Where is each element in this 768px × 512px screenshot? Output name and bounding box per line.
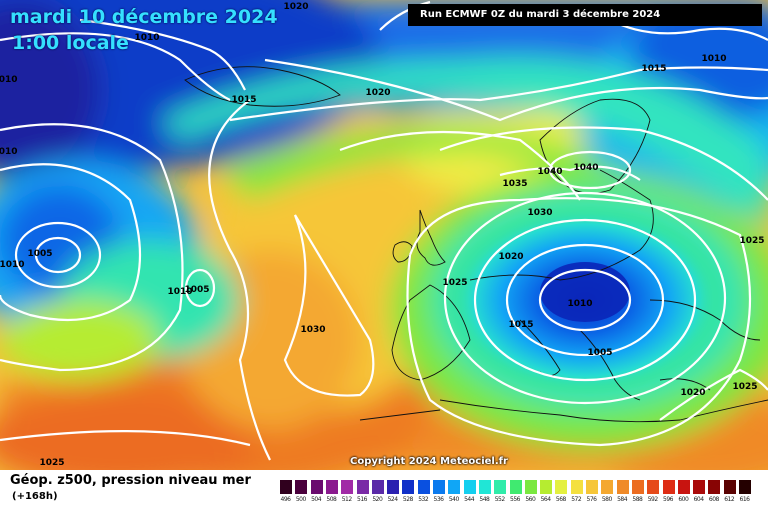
isobar-label: 1010 <box>134 33 160 43</box>
color-scale-tick: 596 <box>663 496 673 503</box>
color-scale-tick: 560 <box>525 496 536 503</box>
isobar-label: 1040 <box>537 167 563 177</box>
isobar-label: 1020 <box>680 388 706 398</box>
color-scale-swatch <box>586 480 598 494</box>
color-scale-swatch <box>631 480 644 494</box>
isobar-label: 1030 <box>527 208 553 218</box>
color-scale-swatch <box>739 480 751 494</box>
isobar-label: 1005 <box>27 249 53 259</box>
legend-title: Géop. z500, pression niveau mer <box>10 473 251 488</box>
color-scale-swatch <box>463 480 476 494</box>
copyright-notice: Copyright 2024 Meteociel.fr <box>350 456 508 467</box>
color-scale-tick: 600 <box>678 496 689 503</box>
isobar-label: 1010 <box>0 260 25 270</box>
color-scale-swatch <box>524 480 537 494</box>
isobar-label: 1020 <box>365 88 391 98</box>
color-scale-tick: 508 <box>326 496 337 503</box>
color-scale-swatch <box>708 480 721 494</box>
isobar-label: 1020 <box>283 2 309 12</box>
isobar-label: 1035 <box>502 179 528 189</box>
color-scale-swatch <box>402 480 415 494</box>
isobar-label: 1010 <box>701 54 727 64</box>
color-scale-swatch <box>509 480 522 494</box>
color-scale-swatch <box>555 480 568 494</box>
isobar-label: 1005 <box>184 285 210 295</box>
color-scale-tick: 528 <box>402 496 413 503</box>
color-scale-swatch <box>371 480 384 494</box>
forecast-map <box>0 0 768 470</box>
model-run-banner: Run ECMWF 0Z du mardi 3 décembre 2024 <box>408 4 762 26</box>
isobar-label: 1005 <box>587 348 613 358</box>
color-scale-swatch <box>387 480 400 494</box>
color-scale-tick: 496 <box>280 496 291 503</box>
isobar-label: 1010 <box>567 299 593 309</box>
color-scale-swatch <box>494 480 507 494</box>
isobar-label: 1015 <box>231 95 257 105</box>
isobar-label: 1025 <box>732 382 758 392</box>
isobar-label: 1015 <box>508 320 534 330</box>
color-scale-swatch <box>677 480 690 494</box>
color-scale-tick: 584 <box>617 496 628 503</box>
color-scale-tick: 612 <box>724 496 735 503</box>
color-scale-tick: 504 <box>311 496 322 503</box>
isobar-label: 1020 <box>498 252 524 262</box>
color-scale-tick: 512 <box>341 496 352 503</box>
color-scale-swatch <box>601 480 614 494</box>
forecast-date: mardi 10 décembre 2024 <box>10 6 278 28</box>
color-scale-swatch <box>616 480 629 494</box>
isobar-label: 1010 <box>167 287 193 297</box>
color-scale-tick: 524 <box>387 496 398 503</box>
color-scale-tick: 576 <box>586 496 597 503</box>
legend-subtitle: (+168h) <box>12 491 58 502</box>
color-scale-tick: 608 <box>708 496 719 503</box>
color-scale-swatch <box>280 480 292 494</box>
color-scale-tick: 532 <box>418 496 429 503</box>
color-scale-swatch <box>540 480 553 494</box>
color-scale-swatch <box>295 480 308 494</box>
isobar-label: 1010 <box>0 75 18 85</box>
isobars <box>0 0 768 461</box>
isobar-label: 1030 <box>300 325 326 335</box>
color-scale-tick: 516 <box>357 496 367 503</box>
color-scale-tick: 564 <box>540 496 551 503</box>
color-scale-swatch <box>723 480 736 494</box>
color-scale-swatch <box>433 480 445 494</box>
isobar-label: 1025 <box>442 278 468 288</box>
color-scale-tick: 500 <box>295 496 306 503</box>
isobar-label: 1040 <box>573 163 599 173</box>
color-scale-tick: 592 <box>647 496 658 503</box>
isobar-label: 1025 <box>39 458 65 468</box>
color-scale-swatch <box>662 480 675 494</box>
color-scale-swatch <box>478 480 491 494</box>
color-scale-swatch <box>325 480 338 494</box>
forecast-time: 1:00 locale <box>12 32 129 54</box>
legend-panel: Géop. z500, pression niveau mer (+168h) … <box>0 470 768 512</box>
color-scale-tick: 552 <box>494 496 505 503</box>
color-scale-tick: 556 <box>510 496 520 503</box>
color-scale-tick: 616 <box>739 496 750 503</box>
color-scale-swatch <box>693 480 706 494</box>
isobar-label: 1010 <box>0 147 18 157</box>
color-scale-swatch <box>341 480 354 494</box>
color-scale-swatch <box>570 480 583 494</box>
color-scale-tick: 536 <box>433 496 444 503</box>
color-scale-tick: 520 <box>372 496 383 503</box>
color-scale-tick: 588 <box>632 496 643 503</box>
color-scale-tick: 580 <box>601 496 612 503</box>
color-scale-tick: 572 <box>571 496 582 503</box>
color-scale-swatch <box>310 480 323 494</box>
color-scale-swatch <box>647 480 660 494</box>
color-scale: 496 500 504 508 512 516 520 524 528 532 536 540 544 5… <box>280 480 756 505</box>
color-scale-swatch <box>356 480 369 494</box>
isobar-label: 1015 <box>641 64 667 74</box>
color-scale-tick: 544 <box>464 496 475 503</box>
color-scale-tick: 548 <box>479 496 490 503</box>
color-scale-tick: 540 <box>448 496 459 503</box>
color-scale-tick: 568 <box>555 496 566 503</box>
color-scale-tick: 604 <box>693 496 704 503</box>
color-scale-swatch <box>448 480 461 494</box>
color-scale-swatch <box>417 480 430 494</box>
isobar-label: 1025 <box>739 236 765 246</box>
